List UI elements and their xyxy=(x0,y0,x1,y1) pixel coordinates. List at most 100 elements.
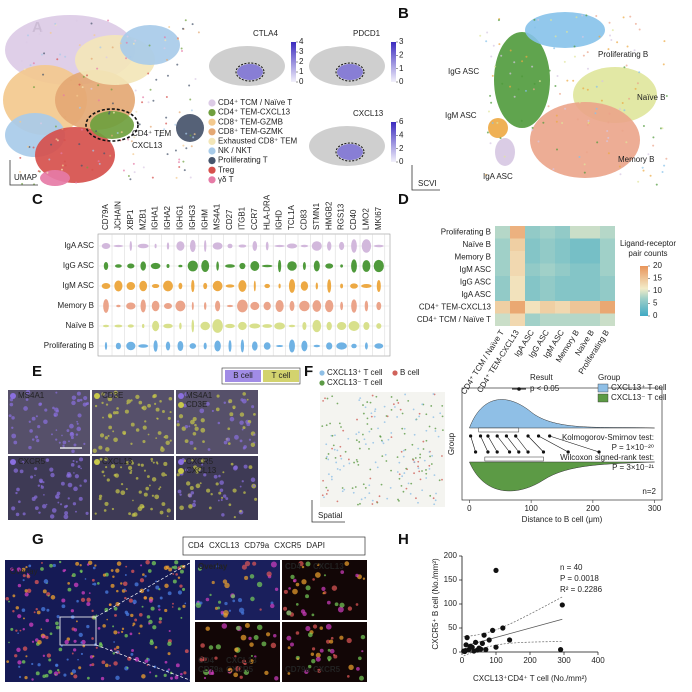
micro-signal xyxy=(73,639,77,643)
umap-cell xyxy=(181,50,184,53)
micro-signal xyxy=(223,440,228,445)
micro-signal xyxy=(42,504,47,509)
spatial-cell xyxy=(396,399,399,402)
scvi-cell xyxy=(499,137,502,140)
spatial-cell xyxy=(429,455,431,458)
spatial-cell xyxy=(379,435,382,438)
violin xyxy=(127,263,135,269)
micro-signal xyxy=(113,473,117,477)
umap-cell xyxy=(109,154,112,157)
micro-signal xyxy=(159,510,164,515)
micro-signal xyxy=(239,439,243,443)
micro-signal xyxy=(242,426,246,430)
scvi-cell xyxy=(665,95,668,98)
micro-signal xyxy=(326,600,331,605)
micro-signal xyxy=(223,610,229,616)
micro-signal xyxy=(355,573,359,578)
micro-signal xyxy=(361,650,364,653)
micro-signal xyxy=(63,514,69,520)
violin xyxy=(326,321,332,331)
heatmap-cell xyxy=(585,238,600,251)
scvi-cell xyxy=(616,41,619,44)
feature-title: PDCD1 xyxy=(353,29,381,38)
umap-cell xyxy=(178,158,181,161)
violin xyxy=(276,344,284,348)
panel-label: B xyxy=(398,5,409,22)
scvi-cell xyxy=(594,112,597,115)
micro-signal xyxy=(56,491,61,496)
scvi-cell xyxy=(622,16,625,19)
spatial-cell xyxy=(396,456,399,459)
micro-signal xyxy=(65,504,69,508)
spatial-cell xyxy=(355,433,358,435)
micro-signal xyxy=(310,652,315,656)
spatial-cell xyxy=(418,412,421,415)
umap-cell xyxy=(165,122,168,125)
micro-signal xyxy=(71,395,77,400)
inset-box xyxy=(59,616,97,646)
micro-signal xyxy=(203,676,207,680)
micro-signal xyxy=(75,620,78,623)
micro-signal xyxy=(31,640,35,643)
heatmap-cell xyxy=(510,276,525,289)
point xyxy=(473,639,479,646)
heatmap-cell xyxy=(510,288,525,301)
micro-signal xyxy=(129,632,133,636)
heatmap-cell xyxy=(495,263,510,276)
umap-cell xyxy=(38,32,41,35)
scvi-cell xyxy=(501,82,504,85)
micro-signal xyxy=(73,486,78,492)
micro-signal xyxy=(217,421,221,425)
micro-signal xyxy=(177,590,183,595)
point xyxy=(493,567,499,574)
violin xyxy=(141,323,145,329)
violin xyxy=(278,259,282,273)
spatial-cell xyxy=(362,483,365,486)
micro-signal xyxy=(62,440,67,445)
violin xyxy=(326,342,333,350)
micro-signal xyxy=(311,647,316,651)
spatial-cell xyxy=(396,471,399,473)
micro-signal xyxy=(287,646,291,650)
umap-cell xyxy=(190,145,193,148)
micro-signal xyxy=(110,464,116,469)
heatmap-cell xyxy=(510,226,525,239)
micro-signal xyxy=(290,574,295,580)
micro-signal xyxy=(319,626,324,630)
legend-swatch xyxy=(225,370,261,382)
micro-signal xyxy=(327,655,332,661)
micro-signal xyxy=(218,491,222,495)
micro-signal xyxy=(208,506,212,510)
umap-cell xyxy=(119,42,122,45)
spatial-cell xyxy=(429,494,432,497)
micro-signal xyxy=(154,494,160,500)
spatial-cell xyxy=(432,497,435,500)
umap-cell xyxy=(75,181,78,184)
micro-signal xyxy=(94,564,97,567)
scvi-cell xyxy=(555,114,558,117)
y-axis-label: CXCR5⁺ B cell (No./mm²) xyxy=(431,558,440,650)
micro-signal xyxy=(168,567,173,572)
micro-signal xyxy=(35,607,38,611)
micro-signal xyxy=(146,589,150,592)
micro-signal xyxy=(234,434,239,440)
umap-cell xyxy=(54,22,57,25)
scvi-cell xyxy=(491,74,494,77)
micro-signal xyxy=(76,398,81,403)
micro-signal xyxy=(332,653,336,657)
scvi-cell xyxy=(561,121,564,124)
spatial-cell xyxy=(403,427,406,430)
scvi-cell xyxy=(509,72,512,75)
micro-signal xyxy=(98,445,103,450)
micro-signal xyxy=(224,601,228,606)
scvi-cell xyxy=(578,101,581,104)
micro-signal xyxy=(92,655,95,658)
violin xyxy=(286,243,298,249)
legend-dot xyxy=(208,99,216,107)
micro-signal xyxy=(83,479,87,483)
spatial-cell xyxy=(385,460,388,462)
scvi-cell xyxy=(550,19,553,22)
scvi-cell xyxy=(623,66,626,69)
heatmap-cell xyxy=(525,226,540,239)
micro-signal xyxy=(69,432,75,437)
